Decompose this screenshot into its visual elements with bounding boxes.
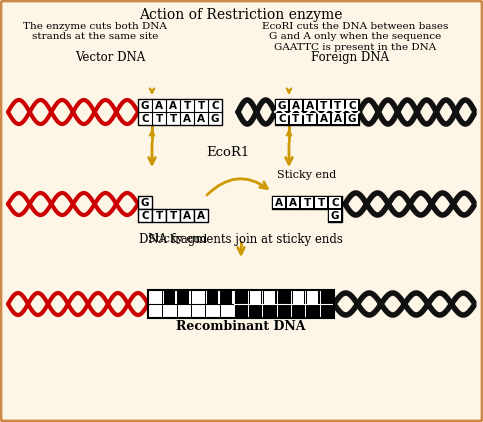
Text: A: A bbox=[289, 197, 297, 208]
Bar bbox=[300, 196, 314, 209]
Bar bbox=[164, 291, 175, 303]
Text: A: A bbox=[334, 114, 342, 124]
Bar bbox=[286, 196, 300, 209]
Bar bbox=[332, 100, 344, 111]
Bar bbox=[194, 209, 208, 222]
FancyArrowPatch shape bbox=[207, 179, 267, 195]
Bar bbox=[290, 113, 302, 124]
Bar bbox=[301, 197, 313, 208]
Bar bbox=[290, 100, 302, 111]
Bar bbox=[276, 100, 288, 111]
Text: G: G bbox=[141, 197, 149, 208]
Text: A: A bbox=[183, 114, 191, 124]
Text: G: G bbox=[331, 211, 339, 221]
Text: C: C bbox=[331, 197, 339, 208]
Text: T: T bbox=[184, 100, 191, 111]
Text: The enzyme cuts both DNA
strands at the same site: The enzyme cuts both DNA strands at the … bbox=[23, 22, 167, 41]
Text: C: C bbox=[278, 114, 286, 124]
Bar bbox=[329, 210, 341, 221]
Bar bbox=[273, 197, 285, 208]
Bar bbox=[152, 209, 166, 222]
Text: A: A bbox=[306, 100, 314, 111]
Bar bbox=[148, 290, 234, 318]
Text: A: A bbox=[155, 100, 163, 111]
Bar bbox=[138, 99, 222, 125]
Text: Recombinant DNA: Recombinant DNA bbox=[176, 319, 306, 333]
Text: T: T bbox=[198, 100, 205, 111]
Bar bbox=[234, 290, 334, 318]
Bar bbox=[293, 291, 304, 303]
Bar bbox=[272, 196, 286, 209]
Text: C: C bbox=[348, 100, 356, 111]
Bar bbox=[304, 113, 316, 124]
Bar bbox=[221, 291, 232, 303]
Text: C: C bbox=[141, 211, 149, 221]
Bar bbox=[304, 100, 316, 111]
Bar bbox=[287, 197, 299, 208]
Text: T: T bbox=[170, 114, 177, 124]
Text: T: T bbox=[317, 197, 325, 208]
Bar bbox=[328, 196, 342, 209]
Bar bbox=[264, 291, 275, 303]
Text: Sticky end: Sticky end bbox=[277, 170, 337, 180]
Bar bbox=[276, 113, 288, 124]
Text: G: G bbox=[348, 114, 356, 124]
Bar bbox=[166, 209, 180, 222]
Text: DNA fragments join at sticky ends: DNA fragments join at sticky ends bbox=[139, 233, 343, 246]
Text: A: A bbox=[292, 100, 300, 111]
Text: A: A bbox=[275, 197, 283, 208]
Text: A: A bbox=[197, 211, 205, 221]
Bar bbox=[138, 209, 152, 222]
Bar bbox=[314, 196, 328, 209]
Text: T: T bbox=[292, 114, 299, 124]
Text: G: G bbox=[211, 114, 219, 124]
Bar bbox=[207, 291, 218, 303]
Text: G: G bbox=[278, 100, 286, 111]
Text: Sticky end: Sticky end bbox=[148, 234, 208, 244]
Bar bbox=[346, 113, 358, 124]
Text: Action of Restriction enzyme: Action of Restriction enzyme bbox=[139, 8, 343, 22]
Text: Foreign DNA: Foreign DNA bbox=[311, 51, 389, 64]
Text: A: A bbox=[320, 114, 328, 124]
Bar bbox=[328, 209, 342, 222]
Bar bbox=[148, 290, 334, 318]
Text: T: T bbox=[156, 211, 163, 221]
Text: T: T bbox=[303, 197, 311, 208]
Bar bbox=[138, 196, 152, 209]
Text: C: C bbox=[211, 100, 219, 111]
Text: A: A bbox=[169, 100, 177, 111]
Bar bbox=[180, 209, 194, 222]
Text: C: C bbox=[141, 114, 149, 124]
Text: T: T bbox=[156, 114, 163, 124]
Bar bbox=[275, 99, 359, 125]
Text: A: A bbox=[183, 211, 191, 221]
Bar bbox=[315, 197, 327, 208]
Text: T: T bbox=[306, 114, 313, 124]
Text: T: T bbox=[334, 100, 341, 111]
Text: EcoR1: EcoR1 bbox=[206, 146, 250, 159]
Text: Vector DNA: Vector DNA bbox=[75, 51, 145, 64]
Text: T: T bbox=[170, 211, 177, 221]
Text: G: G bbox=[141, 100, 149, 111]
Bar bbox=[318, 100, 330, 111]
Text: EcoRI cuts the DNA between bases
G and A only when the sequence
GAATTC is presen: EcoRI cuts the DNA between bases G and A… bbox=[262, 22, 448, 52]
Text: T: T bbox=[320, 100, 327, 111]
Bar bbox=[178, 291, 189, 303]
Bar bbox=[307, 291, 318, 303]
Text: A: A bbox=[197, 114, 205, 124]
Bar bbox=[250, 291, 261, 303]
Bar bbox=[346, 100, 358, 111]
Bar bbox=[318, 113, 330, 124]
Bar bbox=[329, 197, 341, 208]
Bar bbox=[332, 113, 344, 124]
